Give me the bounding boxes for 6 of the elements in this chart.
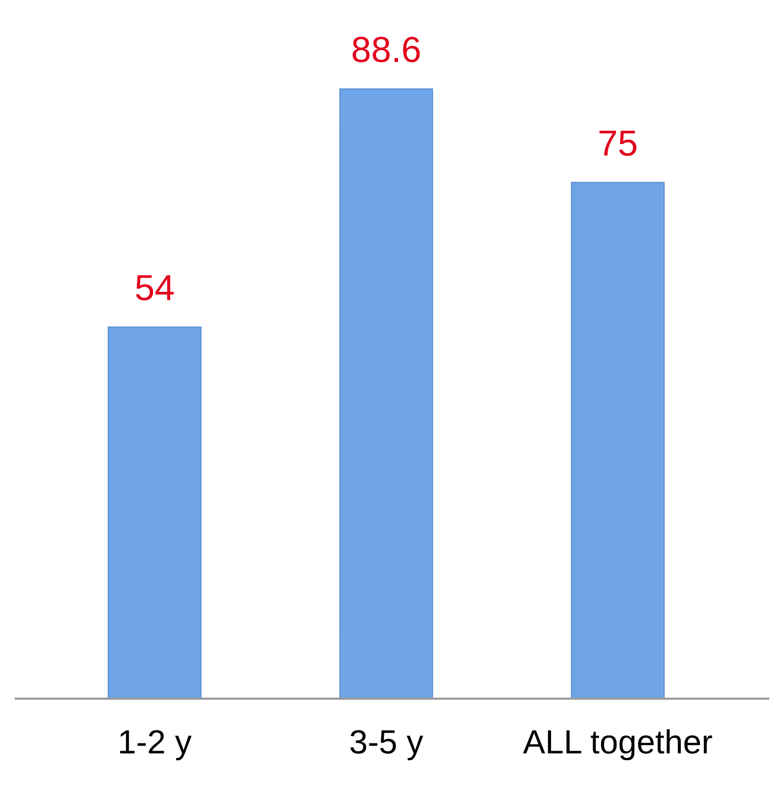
x-tick-label: 1-2 y: [120, 730, 192, 760]
x-tick-label: ALL together: [523, 729, 712, 760]
data-label: 75: [600, 130, 636, 156]
x-tick-label: 3-5 y: [350, 730, 424, 760]
data-label: 54: [136, 275, 174, 300]
data-label: 88.6: [352, 36, 420, 62]
